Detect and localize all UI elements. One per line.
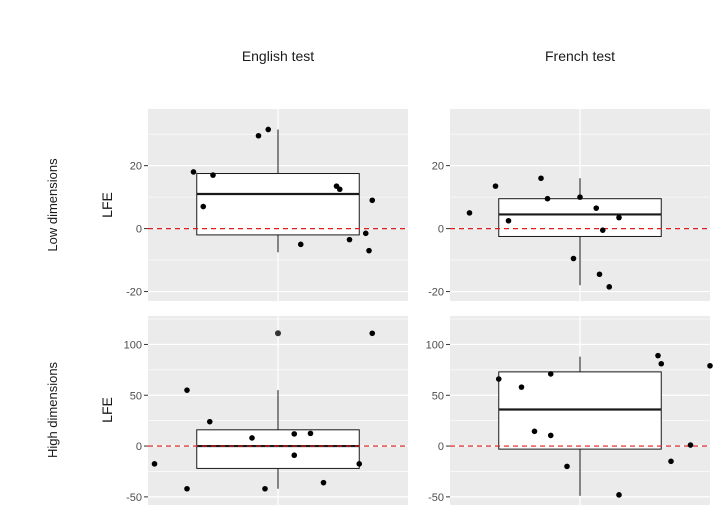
data-point — [151, 461, 158, 467]
data-point — [297, 241, 304, 248]
data-point — [362, 230, 369, 237]
data-point — [255, 132, 262, 139]
panels-group: -20 0 20 -20 0 20 -50 0 50 100 -50 0 50 100 — [124, 109, 713, 505]
y-tick-label: 100 — [426, 339, 444, 351]
panel-2: -20 0 20 — [428, 109, 710, 301]
y-tick-label: 20 — [130, 161, 142, 173]
row-title-low-dimensions: Low dimensions — [45, 158, 60, 252]
data-point — [206, 418, 213, 425]
data-point — [577, 194, 583, 200]
data-point — [262, 485, 268, 492]
data-point — [492, 183, 499, 189]
data-point — [547, 371, 554, 377]
data-point — [616, 492, 622, 498]
outlier-point — [275, 330, 281, 337]
column-title-english: English test — [242, 48, 314, 64]
y-tick-label: -50 — [126, 492, 142, 504]
data-point — [307, 430, 314, 437]
box-iqr — [196, 173, 360, 236]
y-tick-label: -20 — [428, 287, 444, 299]
panel-3: -50 0 50 100 — [124, 316, 408, 505]
panel-1: -20 0 20 — [126, 109, 408, 301]
data-point — [249, 435, 255, 441]
data-point — [265, 126, 272, 133]
y-tick-label: 0 — [136, 224, 142, 236]
data-point — [495, 376, 502, 382]
box-iqr — [498, 198, 662, 237]
data-point — [291, 452, 298, 459]
data-point — [599, 227, 606, 233]
data-point — [346, 236, 353, 243]
panel-4: -50 0 50 100 — [426, 316, 713, 505]
data-point — [291, 431, 298, 437]
y-tick-label: -50 — [428, 492, 444, 504]
data-point — [687, 442, 694, 448]
data-point — [606, 284, 613, 290]
data-point — [547, 432, 554, 439]
data-point — [190, 169, 197, 175]
data-point — [505, 217, 512, 224]
y-tick-label: 50 — [432, 390, 444, 402]
data-point — [200, 203, 207, 210]
data-point — [658, 360, 665, 367]
row-title-high-dimensions: High dimensions — [45, 361, 60, 458]
data-point — [570, 255, 577, 262]
y-tick-label: 0 — [136, 441, 142, 453]
data-point — [668, 458, 674, 465]
data-point — [184, 485, 190, 492]
data-point — [707, 362, 713, 369]
y-axis-label-low: LFE — [99, 192, 115, 218]
data-point — [616, 214, 622, 221]
data-point — [356, 461, 363, 467]
box-iqr — [196, 429, 360, 469]
data-point — [538, 175, 544, 182]
data-point — [531, 428, 538, 435]
data-point — [655, 352, 661, 359]
y-tick-label: 0 — [438, 441, 444, 453]
data-point — [564, 463, 570, 470]
data-point — [466, 210, 473, 216]
data-point — [184, 387, 190, 393]
data-point — [544, 195, 551, 202]
data-point — [366, 247, 372, 254]
y-tick-label: 20 — [432, 161, 444, 173]
y-axis-label-high: LFE — [99, 397, 115, 423]
data-point — [518, 384, 525, 390]
y-tick-label: 0 — [438, 224, 444, 236]
y-tick-label: -20 — [126, 287, 142, 299]
data-point — [320, 479, 327, 486]
column-title-french: French test — [545, 48, 615, 64]
data-point — [369, 197, 376, 204]
data-point — [369, 330, 376, 337]
data-point — [210, 172, 216, 178]
data-point — [593, 205, 600, 211]
y-tick-label: 50 — [130, 390, 142, 402]
data-point — [336, 186, 343, 193]
data-point — [596, 271, 603, 278]
y-tick-label: 100 — [124, 339, 142, 351]
